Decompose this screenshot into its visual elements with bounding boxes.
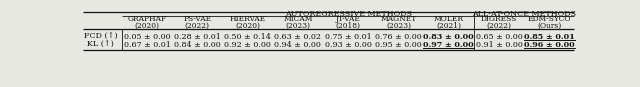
Text: (2018): (2018) <box>335 22 361 30</box>
Text: (2023): (2023) <box>386 22 411 30</box>
Text: 0.95 ± 0.00: 0.95 ± 0.00 <box>375 41 422 49</box>
Text: 0.93 ± 0.00: 0.93 ± 0.00 <box>324 41 372 49</box>
Text: MOLER: MOLER <box>434 15 464 23</box>
Text: 0.84 ± 0.00: 0.84 ± 0.00 <box>174 41 221 49</box>
Text: 0.91 ± 0.00: 0.91 ± 0.00 <box>476 41 522 49</box>
Text: 0.28 ± 0.01: 0.28 ± 0.01 <box>174 33 221 41</box>
Text: 0.97 ± 0.00: 0.97 ± 0.00 <box>424 41 474 49</box>
Text: 0.76 ± 0.00: 0.76 ± 0.00 <box>375 33 422 41</box>
Text: 0.83 ± 0.00: 0.83 ± 0.00 <box>424 33 474 41</box>
Text: (2022): (2022) <box>185 22 210 30</box>
Text: ALL-AT-ONCE METHODS: ALL-AT-ONCE METHODS <box>472 10 576 18</box>
Text: (2020): (2020) <box>235 22 260 30</box>
Text: EDM-SYCO: EDM-SYCO <box>527 15 571 23</box>
Text: (2023): (2023) <box>285 22 310 30</box>
Text: 0.05 ± 0.00: 0.05 ± 0.00 <box>124 33 170 41</box>
Text: 0.65 ± 0.00: 0.65 ± 0.00 <box>476 33 522 41</box>
Text: 0.63 ± 0.02: 0.63 ± 0.02 <box>275 33 321 41</box>
Text: 0.92 ± 0.00: 0.92 ± 0.00 <box>224 41 271 49</box>
Text: MAGNET: MAGNET <box>380 15 417 23</box>
Text: (Ours): (Ours) <box>537 22 561 30</box>
Text: 0.96 ± 0.00: 0.96 ± 0.00 <box>524 41 575 49</box>
Text: KL (↑): KL (↑) <box>88 41 115 49</box>
Text: 0.75 ± 0.01: 0.75 ± 0.01 <box>324 33 372 41</box>
Text: AUTOREGRESSIVE METHODS: AUTOREGRESSIVE METHODS <box>285 10 412 18</box>
Text: 0.50 ± 0.14: 0.50 ± 0.14 <box>224 33 271 41</box>
Text: 0.67 ± 0.01: 0.67 ± 0.01 <box>124 41 170 49</box>
Text: DIGRESS: DIGRESS <box>481 15 517 23</box>
Text: MICAM: MICAM <box>283 15 312 23</box>
Text: JT-VAE: JT-VAE <box>336 15 360 23</box>
Text: (2020): (2020) <box>134 22 159 30</box>
Text: FCD (↑): FCD (↑) <box>84 33 118 41</box>
Text: PS-VAE: PS-VAE <box>183 15 211 23</box>
Text: (2021): (2021) <box>436 22 461 30</box>
Text: (2022): (2022) <box>486 22 511 30</box>
Text: 0.85 ± 0.01: 0.85 ± 0.01 <box>524 33 575 41</box>
Text: HIERVAE: HIERVAE <box>230 15 266 23</box>
Text: 0.94 ± 0.00: 0.94 ± 0.00 <box>275 41 321 49</box>
Text: GRAPHAF: GRAPHAF <box>127 15 166 23</box>
